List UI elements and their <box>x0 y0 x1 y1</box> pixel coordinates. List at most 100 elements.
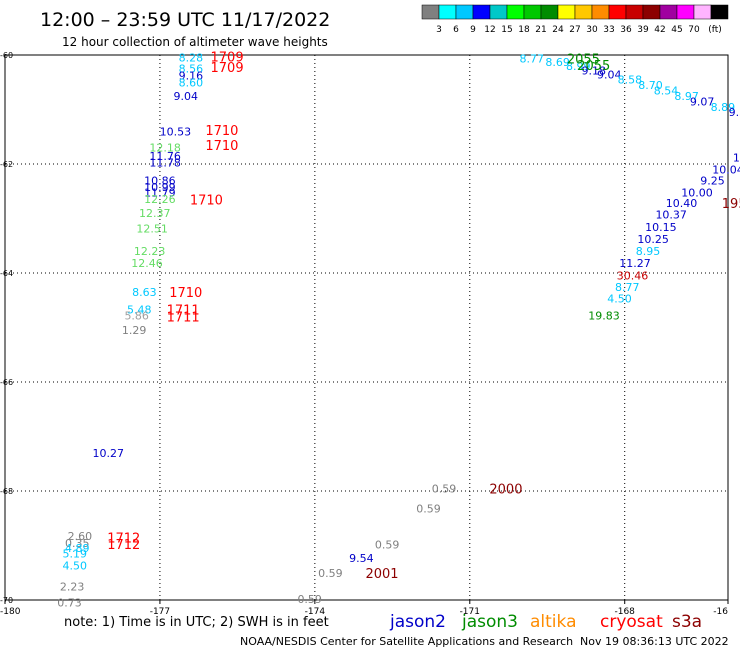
wave-height-label: 8.58 <box>618 74 643 87</box>
colorbar-label: 70 <box>688 25 700 35</box>
chart-subtitle: 12 hour collection of altimeter wave hei… <box>62 35 328 49</box>
wave-height-label: 10.40 <box>666 197 698 210</box>
plot-area: -180 -177 -174 -171 -168 -16 -60-62-64-66-68-… <box>0 51 740 617</box>
wave-height-label: 10.27 <box>93 447 125 460</box>
wave-height-label: 8.54 <box>654 84 679 97</box>
colorbar-swatch <box>574 4 593 20</box>
colorbar-label: 15 <box>501 25 512 35</box>
pass-time-label: 1709 <box>211 51 244 66</box>
pass-time-label: 1959 <box>722 197 740 212</box>
wave-height-label: 9.04 <box>174 90 199 103</box>
wave-height-label: 10.15 <box>645 221 677 234</box>
wave-height-label: 9.18 <box>581 64 606 77</box>
y-axis-ticks: -60 -62 -64 -66 -68 -70 <box>0 51 13 605</box>
wave-height-label: 4.89 <box>65 542 90 555</box>
pass-time-label: 1709 <box>211 61 244 76</box>
grid-lines <box>5 55 728 600</box>
wave-height-label: 0.59 <box>375 538 400 551</box>
wave-height-label: 10.00 <box>681 186 713 199</box>
pass-time-label: 2001 <box>365 567 398 582</box>
colorbar-swatch <box>472 4 491 20</box>
wave-height-label: 12.37 <box>139 207 171 220</box>
wave-height-points: 8.288.569.168.609.0410.5312.1811.7611.78… <box>57 52 740 610</box>
colorbar-swatch <box>659 4 678 20</box>
colorbar-label: 42 <box>654 25 665 35</box>
wave-height-label: 8.97 <box>674 90 699 103</box>
colorbar-swatch <box>455 4 474 20</box>
wave-height-label: 10.53 <box>160 125 192 138</box>
wave-height-label: 8.77 <box>615 281 640 294</box>
colorbar-label: (ft) <box>708 25 722 35</box>
wave-height-label: 8.60 <box>179 76 204 89</box>
wave-height-label: 10.08 <box>733 151 740 164</box>
x-tick-label: -174 <box>305 607 326 617</box>
colorbar-label: 45 <box>671 25 682 35</box>
wave-height-label: 0.35 <box>65 537 90 550</box>
colorbar-label: 21 <box>535 25 546 35</box>
y-tick-label: -62 <box>0 160 13 169</box>
legend-jason2: jason2 <box>389 612 446 632</box>
wave-height-label: 8.28 <box>179 52 204 65</box>
wave-height-label: 9.07 <box>690 95 715 108</box>
pass-time-label: 1711 <box>167 304 200 319</box>
colorbar-label: 33 <box>603 25 614 35</box>
plot-frame <box>4 54 729 601</box>
y-tick-label: -70 <box>0 596 13 605</box>
x-tick-label: -171 <box>460 607 480 617</box>
y-tick-label: -68 <box>0 487 13 496</box>
colorbar-label: 18 <box>518 25 530 35</box>
wave-height-label: 8.77 <box>520 52 545 65</box>
pass-time-label: 1712 <box>107 538 140 553</box>
colorbar-swatch <box>557 4 576 20</box>
wave-height-label: 9.54 <box>349 552 374 565</box>
wave-height-label: 11.79 <box>144 186 176 199</box>
wave-height-label: 10.25 <box>637 233 669 246</box>
pass-time-label: 1710 <box>190 193 223 208</box>
colorbar-label: 27 <box>569 25 580 35</box>
wave-height-label: 1.29 <box>122 324 147 337</box>
colorbar-swatch <box>421 4 440 20</box>
wave-height-label: 4.50 <box>607 293 632 306</box>
wave-height-label: 5.86 <box>124 310 149 323</box>
wave-height-label: 12.26 <box>144 193 176 206</box>
wave-height-label: 12.46 <box>131 257 163 270</box>
wave-height-label: 2.60 <box>68 530 93 543</box>
colorbar-swatch <box>710 4 729 20</box>
wave-height-label: 0.59 <box>416 502 441 515</box>
colorbar-swatch <box>489 4 508 20</box>
wave-height-label: 2.23 <box>60 580 85 593</box>
wave-height-label: 9.25 <box>700 174 725 187</box>
colorbar-label: 39 <box>637 25 649 35</box>
colorbar-label: 12 <box>484 25 495 35</box>
legend-cryosat: cryosat <box>600 612 663 632</box>
wave-height-label: 0.73 <box>57 597 82 610</box>
wave-height-label: 5.19 <box>62 548 87 561</box>
wave-height-label: 10.37 <box>655 209 687 222</box>
wave-height-label: 8.69 <box>545 56 570 69</box>
wave-height-label: 11.78 <box>149 156 181 169</box>
x-axis-ticks: -180 -177 -174 -171 -168 -16 <box>0 600 729 617</box>
wave-height-label: 0.59 <box>432 482 457 495</box>
x-tick-label: -177 <box>150 607 170 617</box>
colorbar-swatch <box>608 4 627 20</box>
legend-s3a: s3a <box>672 612 702 632</box>
x-tick-label: -180 <box>0 607 21 617</box>
wave-height-label: 10.04 <box>712 163 740 176</box>
colorbar-swatch <box>676 4 695 20</box>
pass-time-label: 2055 <box>567 52 600 67</box>
legend-altika: altika <box>530 612 577 632</box>
y-tick-label: -64 <box>0 269 13 278</box>
colorbar-label: 9 <box>470 25 476 35</box>
colorbar-swatch <box>625 4 644 20</box>
wave-height-label: 10.86 <box>144 174 176 187</box>
wave-height-label: 8.70 <box>638 79 663 92</box>
wave-height-label: 9.16 <box>179 70 204 83</box>
wave-height-label: 4.50 <box>62 560 87 573</box>
pass-time-label: 2055 <box>577 59 610 74</box>
pass-time-label: 1710 <box>205 139 238 154</box>
pass-time-label: 1711 <box>167 311 200 326</box>
colorbar-label: 24 <box>552 25 564 35</box>
wave-height-label: 12.18 <box>149 142 181 155</box>
wave-height-label: 5.48 <box>127 304 152 317</box>
